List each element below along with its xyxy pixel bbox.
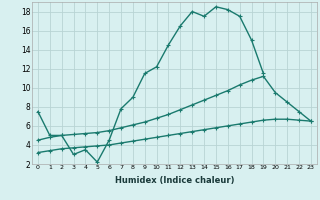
X-axis label: Humidex (Indice chaleur): Humidex (Indice chaleur)	[115, 176, 234, 185]
